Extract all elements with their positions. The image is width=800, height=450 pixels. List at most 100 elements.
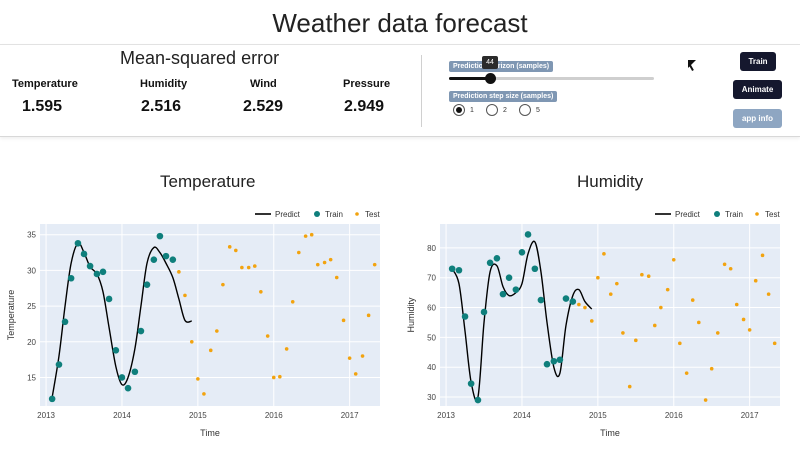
x-tick-label: 2014 bbox=[513, 411, 531, 420]
x-tick-label: 2017 bbox=[741, 411, 759, 420]
test-point bbox=[208, 348, 213, 353]
train-point bbox=[74, 239, 82, 247]
train-point bbox=[55, 361, 63, 368]
humidity-chart-title: Humidity bbox=[577, 172, 644, 191]
horizon-slider-fill bbox=[449, 77, 490, 80]
test-point bbox=[634, 338, 638, 343]
humidity-chart: 30 40 50 60 70 80 2013 2014 2015 2016 2017 Time Humi… bbox=[406, 210, 780, 438]
test-point bbox=[772, 341, 777, 346]
train-point bbox=[569, 298, 577, 305]
test-point bbox=[615, 281, 619, 286]
test-point bbox=[196, 377, 200, 381]
y-tick-label: 20 bbox=[27, 338, 36, 347]
test-point bbox=[671, 258, 676, 262]
train-point bbox=[118, 374, 126, 381]
train-point bbox=[474, 396, 482, 404]
radio-label: 5 bbox=[536, 106, 540, 114]
test-point bbox=[747, 328, 752, 332]
app-info-button[interactable]: app info bbox=[733, 109, 782, 128]
train-point bbox=[105, 295, 113, 303]
test-point bbox=[659, 305, 663, 310]
train-point bbox=[486, 259, 494, 267]
step-radio-1[interactable]: 1 bbox=[453, 104, 474, 116]
radio-circle[interactable] bbox=[519, 104, 531, 116]
horizon-label: Prediction horizon (samples) bbox=[449, 61, 554, 72]
step-radio-2[interactable]: 2 bbox=[486, 104, 507, 116]
horizon-tooltip: 44 bbox=[482, 56, 498, 69]
metric-value-humidity: 2.516 bbox=[141, 98, 182, 115]
x-axis-label: Time bbox=[600, 428, 620, 438]
test-point bbox=[602, 252, 606, 256]
x-tick-label: 2017 bbox=[341, 411, 359, 420]
panel-divider bbox=[421, 55, 422, 127]
radio-circle[interactable] bbox=[453, 104, 465, 116]
train-point bbox=[455, 266, 463, 274]
train-point bbox=[124, 384, 132, 392]
test-point bbox=[766, 292, 771, 296]
radio-label: 1 bbox=[470, 106, 474, 114]
train-button[interactable]: Train bbox=[740, 52, 776, 71]
test-point bbox=[734, 302, 739, 307]
train-point bbox=[61, 318, 69, 326]
animate-button[interactable]: Animate bbox=[733, 80, 782, 99]
train-point bbox=[524, 231, 532, 238]
legend-predict-label: Predict bbox=[275, 210, 301, 219]
test-point bbox=[234, 248, 238, 253]
y-tick-label: 40 bbox=[427, 363, 436, 372]
train-point bbox=[543, 360, 551, 368]
test-point bbox=[372, 262, 377, 267]
step-radio-5[interactable]: 5 bbox=[519, 104, 540, 116]
test-point bbox=[583, 305, 587, 310]
train-point bbox=[162, 252, 170, 260]
train-point bbox=[505, 274, 513, 282]
train-point bbox=[556, 356, 564, 364]
test-point bbox=[690, 298, 695, 302]
train-point bbox=[143, 281, 151, 288]
test-point bbox=[627, 384, 632, 389]
test-point bbox=[353, 372, 358, 376]
train-point bbox=[86, 262, 94, 270]
test-point bbox=[709, 366, 714, 371]
test-point bbox=[259, 290, 263, 294]
page-title: Weather data forecast bbox=[272, 8, 528, 38]
plot-area bbox=[40, 224, 380, 406]
metric-label-humidity: Humidity bbox=[140, 78, 188, 90]
test-point bbox=[290, 299, 295, 304]
metric-label-temperature: Temperature bbox=[12, 78, 78, 90]
plot-area bbox=[440, 224, 780, 406]
metric-value-wind: 2.529 bbox=[243, 98, 284, 115]
test-point bbox=[596, 275, 600, 280]
train-point bbox=[99, 268, 107, 276]
train-point bbox=[93, 270, 101, 278]
y-tick-label: 60 bbox=[427, 304, 436, 313]
horizon-slider-thumb[interactable] bbox=[485, 73, 496, 84]
test-point bbox=[703, 398, 708, 402]
x-axis-label: Time bbox=[200, 428, 220, 438]
train-point bbox=[467, 380, 475, 387]
test-point bbox=[296, 250, 301, 255]
y-tick-label: 30 bbox=[27, 266, 36, 275]
test-point bbox=[646, 274, 651, 279]
train-point bbox=[493, 255, 501, 262]
test-point bbox=[640, 272, 644, 277]
test-point bbox=[278, 374, 282, 379]
test-point bbox=[177, 270, 181, 274]
step-label: Prediction step size (samples) bbox=[449, 91, 558, 102]
x-tick-label: 2015 bbox=[189, 411, 207, 420]
test-point bbox=[577, 302, 581, 307]
y-tick-label: 30 bbox=[427, 393, 436, 402]
y-axis-label: Humidity bbox=[406, 297, 416, 333]
metric-value-pressure: 2.949 bbox=[344, 98, 385, 115]
test-point bbox=[360, 354, 365, 358]
radio-circle[interactable] bbox=[486, 104, 498, 116]
metric-label-wind: Wind bbox=[250, 78, 277, 90]
x-tick-label: 2013 bbox=[37, 411, 55, 420]
y-tick-label: 35 bbox=[27, 231, 36, 240]
legend-test-label: Test bbox=[765, 210, 780, 219]
test-point bbox=[227, 245, 232, 249]
predict-line bbox=[51, 242, 192, 398]
horizon-slider[interactable] bbox=[449, 73, 654, 84]
train-point bbox=[562, 295, 570, 302]
temperature-chart-title: Temperature bbox=[160, 172, 256, 191]
train-point bbox=[512, 286, 520, 293]
